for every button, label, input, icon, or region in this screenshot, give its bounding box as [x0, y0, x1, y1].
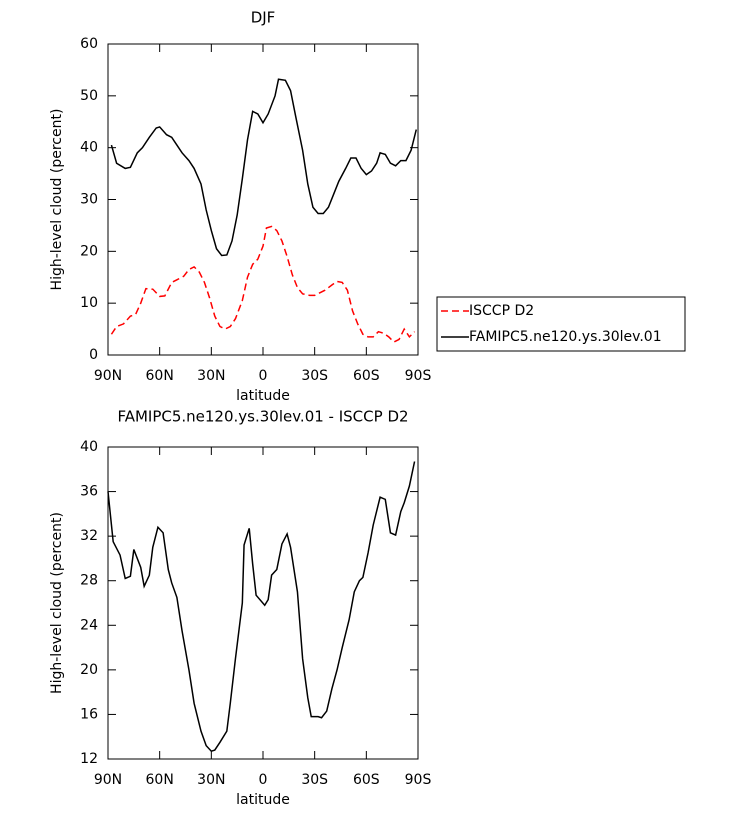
y-tick-label: 16 [80, 706, 98, 722]
x-tick-label: 30N [197, 772, 225, 788]
x-tick-label: 90N [94, 368, 122, 384]
x-tick-label: 30S [301, 368, 328, 384]
chart-title: DJF [251, 9, 276, 27]
y-tick-label: 40 [80, 140, 98, 156]
y-tick-label: 60 [80, 36, 98, 52]
legend-label: FAMIPC5.ne120.ys.30lev.01 [469, 329, 662, 345]
y-tick-label: 32 [80, 528, 98, 544]
y-tick-label: 36 [80, 484, 98, 500]
series-line [110, 225, 416, 343]
x-tick-label: 90S [405, 368, 432, 384]
y-tick-label: 30 [80, 192, 98, 208]
x-tick-label: 60N [146, 772, 174, 788]
y-tick-label: 0 [89, 347, 98, 363]
x-tick-label: 90N [94, 772, 122, 788]
x-axis-label: latitude [236, 388, 290, 404]
x-tick-label: 30S [301, 772, 328, 788]
y-tick-label: 24 [80, 617, 98, 633]
x-tick-label: 60S [353, 772, 380, 788]
y-axis-label: High-level cloud (percent) [49, 109, 65, 291]
y-axis-label: High-level cloud (percent) [49, 512, 65, 694]
x-axis-label: latitude [236, 792, 290, 808]
x-tick-label: 90S [405, 772, 432, 788]
y-tick-label: 12 [80, 751, 98, 767]
x-tick-label: 60S [353, 368, 380, 384]
y-tick-label: 40 [80, 439, 98, 455]
plot-frame [107, 43, 419, 356]
y-tick-label: 50 [80, 88, 98, 104]
x-tick-label: 30N [197, 368, 225, 384]
series-line [110, 78, 418, 257]
y-tick-label: 20 [80, 662, 98, 678]
x-tick-label: 0 [259, 368, 268, 384]
chart-title: FAMIPC5.ne120.ys.30lev.01 - ISCCP D2 [117, 408, 408, 426]
x-tick-label: 60N [146, 368, 174, 384]
legend-label: ISCCP D2 [469, 303, 534, 319]
legend-box [436, 296, 686, 352]
y-tick-label: 28 [80, 573, 98, 589]
y-tick-label: 20 [80, 243, 98, 259]
series-line [107, 461, 416, 753]
y-tick-label: 10 [80, 295, 98, 311]
x-tick-label: 0 [259, 772, 268, 788]
